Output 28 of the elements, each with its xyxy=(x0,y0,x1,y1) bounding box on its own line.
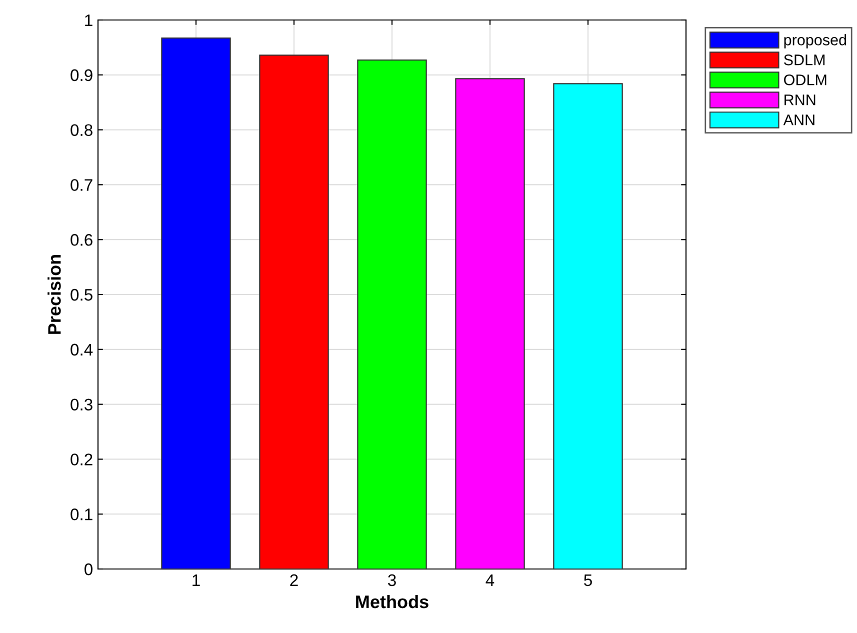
x-tick-label: 2 xyxy=(290,574,298,586)
y-tick-label: 0.9 xyxy=(70,69,92,82)
y-tick-label: 0.3 xyxy=(70,398,92,411)
x-tick-label: 3 xyxy=(388,574,396,586)
y-tick-label: 0.1 xyxy=(70,508,92,520)
y-tick-label: 0 xyxy=(84,563,92,576)
bar xyxy=(553,83,623,569)
legend-label: proposed xyxy=(784,34,846,48)
x-tick-label: 4 xyxy=(486,574,494,586)
y-tick-label: 0.6 xyxy=(70,234,92,246)
legend-label: SDLM xyxy=(784,54,825,66)
x-tick-label: 5 xyxy=(584,574,592,586)
y-axis-title: Precision xyxy=(48,254,61,334)
bar xyxy=(455,78,525,569)
y-tick-label: 0.8 xyxy=(70,124,92,136)
x-axis-title: Methods xyxy=(356,594,428,608)
y-tick-label: 0.4 xyxy=(70,344,93,356)
legend-label: ODLM xyxy=(784,74,826,86)
y-tick-label: 0.7 xyxy=(70,179,92,191)
bar xyxy=(259,54,329,569)
bar xyxy=(161,38,231,569)
x-tick-label: 1 xyxy=(192,574,200,586)
legend-label: ANN xyxy=(783,114,814,126)
legend-label: RNN xyxy=(784,94,816,106)
y-tick-label: 0.5 xyxy=(70,288,92,301)
y-tick-label: 0.2 xyxy=(70,454,92,466)
y-tick-label: 1 xyxy=(85,14,92,26)
bar xyxy=(357,60,427,569)
